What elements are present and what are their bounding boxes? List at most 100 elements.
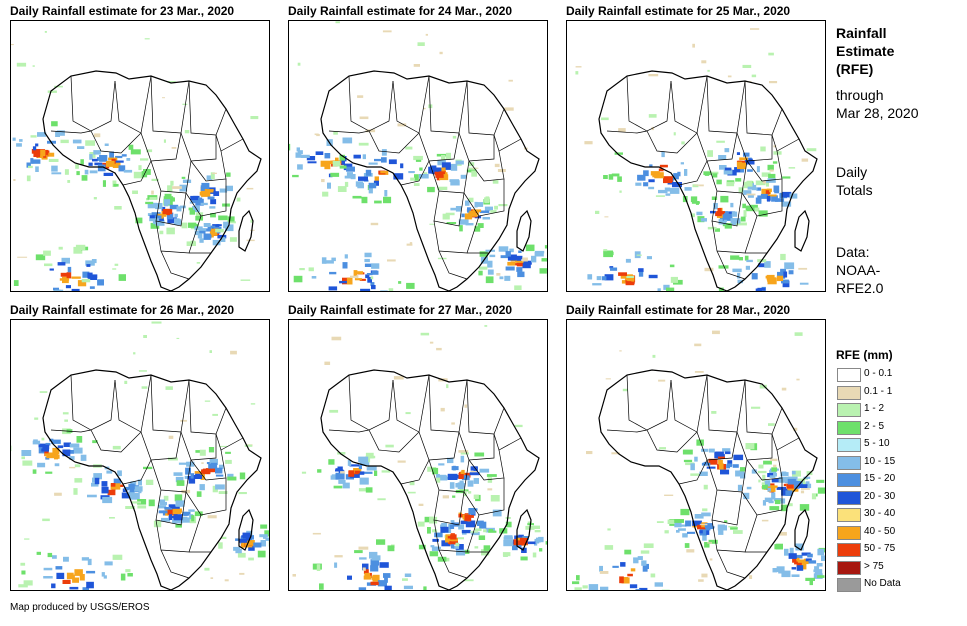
rainfall-cell: [758, 210, 768, 217]
rainfall-cell: [226, 221, 236, 224]
rainfall-cell: [450, 163, 458, 171]
rainfall-cell: [169, 204, 179, 210]
rainfall-cell: [94, 162, 103, 166]
rainfall-cell: [149, 215, 158, 220]
rainfall-cell: [724, 148, 730, 153]
country-border: [428, 459, 470, 493]
rainfall-cell: [97, 164, 106, 172]
rainfall-cell: [471, 170, 477, 177]
rainfall-cell: [494, 163, 500, 168]
rainfall-cell: [211, 228, 219, 232]
rainfall-cell: [575, 71, 579, 75]
rainfall-cell: [212, 413, 218, 416]
rainfall-cell: [195, 215, 203, 221]
rainfall-cell: [191, 515, 195, 522]
rainfall-cell: [315, 151, 324, 155]
rainfall-cell: [28, 165, 33, 169]
rainfall-cell: [23, 580, 33, 586]
rainfall-cell: [718, 459, 723, 465]
rainfall-cell: [427, 186, 435, 193]
rainfall-cell: [497, 169, 506, 172]
rainfall-cell: [339, 154, 345, 161]
rainfall-cell: [218, 491, 228, 494]
rainfall-cell: [544, 245, 547, 249]
rainfall-cell: [735, 470, 745, 477]
rainfall-cell: [45, 457, 50, 460]
rainfall-cell: [514, 424, 523, 428]
rainfall-cell: [63, 442, 71, 447]
country-border: [746, 449, 783, 481]
rainfall-cell: [767, 473, 774, 478]
rainfall-cell: [188, 222, 197, 228]
rainfall-cell: [658, 189, 668, 194]
rainfall-cell: [745, 265, 750, 270]
rainfall-cell: [210, 213, 216, 218]
rainfall-cell: [722, 448, 731, 452]
rainfall-cell: [135, 217, 143, 224]
rainfall-cell: [405, 146, 413, 150]
rainfall-cell: [539, 268, 547, 274]
rainfall-cell: [93, 473, 102, 480]
rainfall-cell: [680, 162, 684, 165]
rainfall-cell: [436, 347, 442, 351]
rainfall-cell: [603, 175, 608, 179]
rainfall-cell: [788, 503, 793, 507]
rainfall-cell: [701, 573, 708, 578]
rainfall-cell: [465, 223, 474, 226]
rainfall-cell: [73, 447, 83, 454]
rainfall-cell: [534, 251, 544, 257]
rainfall-cell: [381, 470, 390, 473]
rainfall-cell: [788, 553, 797, 559]
rainfall-cell: [673, 173, 679, 180]
rainfall-cell: [719, 165, 727, 170]
rainfall-cell: [464, 515, 472, 522]
rainfall-cell: [359, 477, 369, 485]
rainfall-cell: [195, 198, 204, 206]
rainfall-cell: [452, 135, 457, 139]
country-border: [771, 433, 800, 451]
rainfall-cell: [413, 155, 423, 161]
rainfall-cell: [227, 216, 235, 222]
rainfall-map: [566, 20, 826, 292]
rainfall-cell: [355, 181, 364, 187]
rainfall-cell: [114, 206, 122, 210]
rainfall-cell: [194, 231, 201, 236]
rainfall-cell: [333, 131, 338, 135]
rainfall-cell: [637, 174, 646, 181]
map-heading: Rainfall Estimate (RFE): [836, 24, 894, 78]
country-border: [741, 179, 783, 217]
rainfall-cell: [753, 207, 760, 212]
rainfall-cell: [726, 181, 735, 187]
rainfall-cell: [106, 160, 115, 167]
rainfall-cell: [219, 445, 228, 447]
rainfall-cell: [162, 209, 173, 215]
rainfall-cell: [69, 586, 79, 590]
rainfall-cell: [692, 520, 702, 526]
rainfall-cell: [354, 550, 363, 554]
rainfall-cell: [734, 167, 739, 171]
rainfall-cell: [337, 452, 346, 455]
rainfall-cell: [788, 167, 796, 169]
rainfall-cell: [365, 487, 373, 493]
country-border: [438, 549, 468, 579]
rainfall-cell: [62, 449, 71, 457]
country-border: [400, 160, 430, 186]
rainfall-cell: [182, 103, 188, 105]
rainfall-cell: [730, 202, 734, 208]
rainfall-cell: [419, 167, 423, 171]
rainfall-cell: [31, 149, 41, 154]
rainfall-cell: [125, 569, 131, 573]
rainfall-cell: [113, 183, 119, 187]
rainfall-cell: [683, 534, 688, 537]
rainfall-cell: [771, 478, 780, 483]
rainfall-cell: [751, 469, 757, 474]
rainfall-cell: [516, 261, 523, 267]
rainfall-cell: [782, 176, 791, 179]
rainfall-cell: [485, 196, 490, 203]
rainfall-cell: [334, 555, 343, 558]
rainfall-cell: [405, 412, 411, 415]
rainfall-cell: [372, 574, 380, 582]
rainfall-cell: [93, 197, 97, 200]
rainfall-cell: [744, 182, 748, 187]
credit: Map produced by USGS/EROS: [10, 602, 150, 613]
